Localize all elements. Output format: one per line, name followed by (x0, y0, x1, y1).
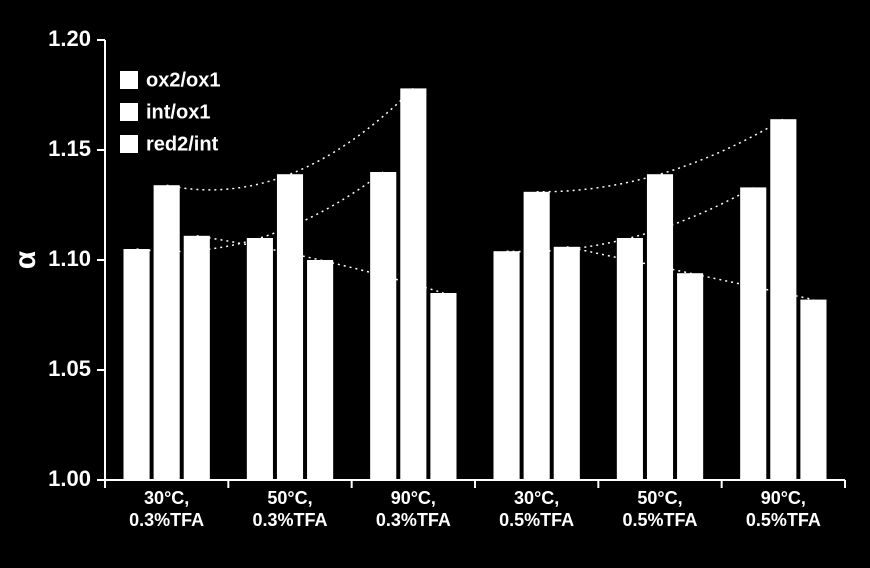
x-tick-label-line2: 0.3%TFA (252, 510, 327, 530)
bar-red2/int (430, 293, 456, 480)
x-tick-label-line2: 0.3%TFA (376, 510, 451, 530)
bar-red2/int (184, 236, 210, 480)
bar-ox2/ox1 (370, 172, 396, 480)
bar-red2/int (677, 273, 703, 480)
x-tick-label-line1: 30°C, (514, 488, 559, 508)
bar-int/ox1 (524, 192, 550, 480)
legend-label: int/ox1 (146, 101, 210, 123)
x-tick-label-line2: 0.5%TFA (622, 510, 697, 530)
bar-ox2/ox1 (494, 251, 520, 480)
bar-ox2/ox1 (740, 187, 766, 480)
x-tick-label-line2: 0.3%TFA (129, 510, 204, 530)
x-tick-label-line1: 90°C, (391, 488, 436, 508)
bar-red2/int (307, 260, 333, 480)
y-tick-label: 1.15 (48, 136, 91, 161)
legend-swatch (120, 103, 138, 121)
chart-container: 1.001.051.101.151.20α30°C,0.3%TFA50°C,0.… (0, 0, 870, 568)
bar-ox2/ox1 (124, 249, 150, 480)
bar-int/ox1 (770, 119, 796, 480)
bar-int/ox1 (647, 174, 673, 480)
x-tick-label-line1: 30°C, (144, 488, 189, 508)
x-tick-label-line1: 50°C, (637, 488, 682, 508)
y-tick-label: 1.10 (48, 246, 91, 271)
y-tick-label: 1.20 (48, 26, 91, 51)
bar-int/ox1 (154, 185, 180, 480)
y-tick-label: 1.00 (48, 466, 91, 491)
x-tick-label-line2: 0.5%TFA (746, 510, 821, 530)
bar-int/ox1 (277, 174, 303, 480)
bar-red2/int (800, 300, 826, 480)
legend-label: red2/int (146, 133, 219, 155)
y-axis-label: α (9, 250, 42, 269)
legend-swatch (120, 135, 138, 153)
x-tick-label-line2: 0.5%TFA (499, 510, 574, 530)
legend-swatch (120, 71, 138, 89)
chart-svg: 1.001.051.101.151.20α30°C,0.3%TFA50°C,0.… (0, 0, 870, 568)
y-tick-label: 1.05 (48, 356, 91, 381)
x-tick-label-line1: 50°C, (267, 488, 312, 508)
legend-label: ox2/ox1 (146, 69, 220, 91)
bar-red2/int (554, 247, 580, 480)
x-tick-label-line1: 90°C, (761, 488, 806, 508)
bar-ox2/ox1 (617, 238, 643, 480)
bar-ox2/ox1 (247, 238, 273, 480)
